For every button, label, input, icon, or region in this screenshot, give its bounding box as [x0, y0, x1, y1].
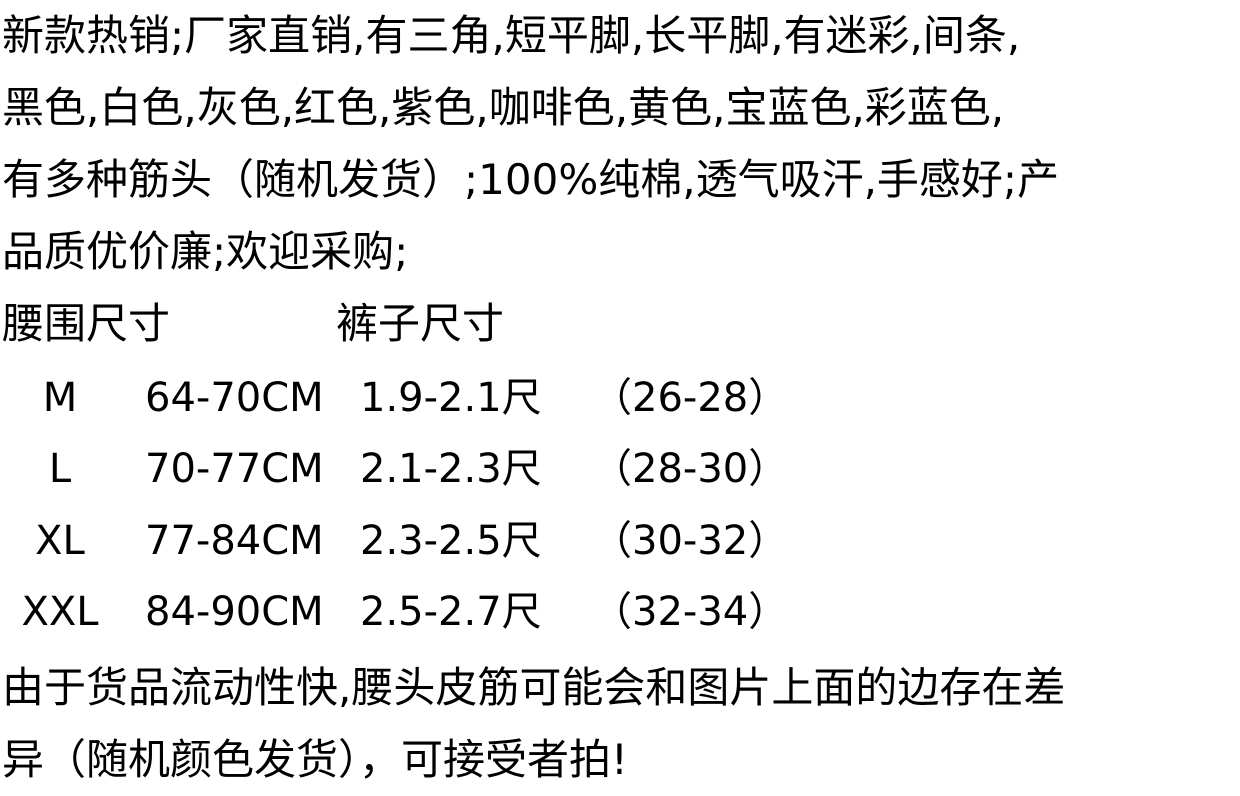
waist-chi: 1.9-2.1尺: [360, 375, 542, 421]
waist-cm: 70-77CM: [145, 446, 324, 492]
waist-cm: 77-84CM: [145, 518, 324, 564]
note-line: 异（随机颜色发货），可接受者拍!: [2, 735, 628, 784]
waist-cm: 84-90CM: [145, 589, 324, 635]
size-label: M: [42, 375, 78, 421]
waist-cm: 64-70CM: [145, 375, 324, 421]
size-range: （28-30）: [592, 446, 789, 492]
waist-chi: 2.5-2.7尺: [360, 589, 542, 635]
header-pants: 裤子尺寸: [336, 299, 505, 348]
intro-line: 有多种筋头（随机发货）;100%纯棉,透气吸汗,手感好;产: [2, 155, 1060, 204]
size-label: XXL: [21, 589, 99, 635]
note-line: 由于货品流动性快,腰头皮筋可能会和图片上面的边存在差: [2, 663, 1066, 712]
intro-line: 新款热销;厂家直销,有三角,短平脚,长平脚,有迷彩,间条,: [2, 11, 1021, 60]
size-range: （30-32）: [592, 518, 789, 564]
size-label: L: [48, 446, 72, 492]
intro-line: 品质优价廉;欢迎采购;: [2, 227, 409, 276]
header-waist: 腰围尺寸: [2, 299, 171, 348]
waist-chi: 2.1-2.3尺: [360, 446, 542, 492]
intro-line: 黑色,白色,灰色,红色,紫色,咖啡色,黄色,宝蓝色,彩蓝色,: [2, 83, 1005, 132]
size-range: （32-34）: [592, 589, 789, 635]
size-range: （26-28）: [592, 375, 789, 421]
waist-chi: 2.3-2.5尺: [360, 518, 542, 564]
size-label: XL: [35, 518, 85, 564]
